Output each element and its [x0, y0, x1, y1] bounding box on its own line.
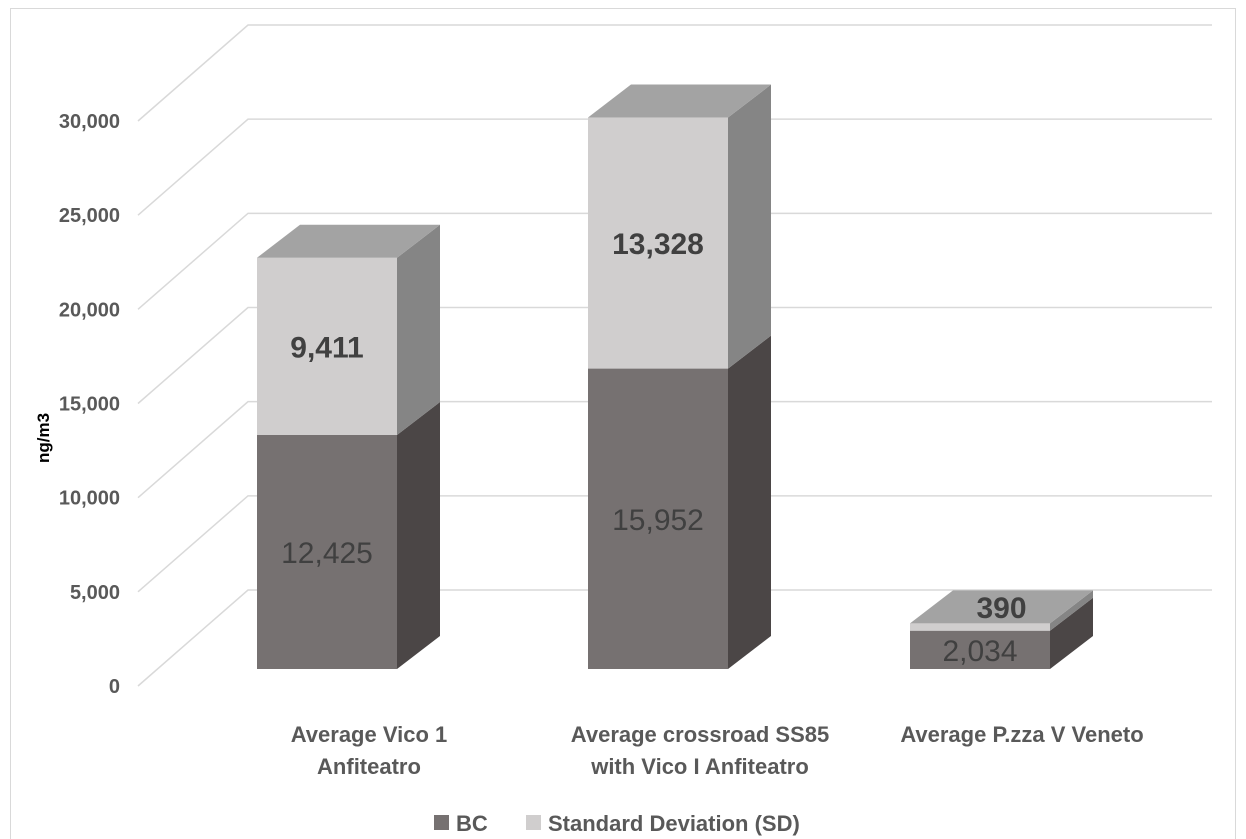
y-axis-title: ng/m3 [34, 413, 53, 463]
legend-label: BC [456, 811, 488, 836]
data-label-sd: 390 [976, 592, 1026, 625]
legend-swatch [434, 815, 449, 830]
y-tick-label: 5,000 [70, 582, 120, 604]
chart-frame [10, 8, 1236, 839]
data-label-bc: 15,952 [612, 504, 704, 537]
y-tick-label: 25,000 [59, 205, 120, 227]
y-tick-label: 20,000 [59, 299, 120, 321]
data-label-sd: 9,411 [290, 331, 363, 364]
data-labels: 12,425 9,411 15,952 13,328 2,034 390 [281, 228, 1026, 668]
bar-segment-bc [910, 597, 1093, 669]
bar-side-face [728, 335, 771, 669]
bar-segment-bc [257, 401, 440, 669]
x-category-label: Average Vico 1 Anfiteatro [291, 722, 448, 779]
bar-top-face [588, 84, 771, 118]
bar-segment-bc [588, 335, 771, 669]
bar-top-face [257, 224, 440, 258]
y-tick-label: 30,000 [59, 111, 120, 133]
y-axis-ticks: 0 5,000 10,000 15,000 20,000 25,000 30,000 [59, 111, 120, 698]
legend-swatch [526, 815, 541, 830]
gridline [137, 589, 1212, 687]
x-axis-categories: Average Vico 1 Anfiteatro Average crossroa… [291, 722, 1144, 779]
bar-side-face [1050, 597, 1093, 669]
bar-side-face [1050, 590, 1093, 631]
bar-top-face [910, 590, 1093, 624]
bar-segment-sd [588, 84, 771, 369]
y-tick-label: 0 [109, 676, 120, 698]
legend-item-sd: Standard Deviation (SD) [526, 811, 800, 836]
gridline [137, 118, 1212, 216]
legend-label: Standard Deviation (SD) [548, 811, 800, 836]
gridlines [137, 24, 1212, 687]
bar-front-face [910, 630, 1050, 669]
x-category-line: Average crossroad SS85 [571, 722, 829, 747]
data-label-bc: 2,034 [942, 635, 1017, 668]
bar-front-face [588, 117, 728, 369]
bar-side-face [397, 401, 440, 669]
bar-front-face [257, 257, 397, 435]
gridline [137, 212, 1212, 310]
gridline [137, 400, 1212, 499]
bar-segment-sd [257, 224, 440, 435]
x-category-label: Average crossroad SS85 with Vico I Anfite… [571, 722, 829, 779]
bar-segment-sd [910, 590, 1093, 631]
x-category-line: Average P.zza V Veneto [900, 722, 1143, 747]
bar-side-face [728, 84, 771, 369]
bar-side-face [397, 224, 440, 435]
x-category-line: Average Vico 1 [291, 722, 448, 747]
y-tick-label: 15,000 [59, 394, 120, 416]
y-tick-label: 10,000 [59, 488, 120, 510]
legend-item-bc: BC [434, 811, 488, 836]
bars [257, 84, 1093, 669]
gridline [137, 495, 1212, 593]
x-category-label: Average P.zza V Veneto [900, 722, 1143, 747]
bar-front-face [257, 434, 397, 669]
gridline [137, 306, 1212, 405]
gridline [137, 24, 1212, 122]
data-label-bc: 12,425 [281, 537, 373, 570]
bar-front-face [588, 368, 728, 669]
bar-front-face [910, 623, 1050, 631]
legend: BC Standard Deviation (SD) [434, 811, 800, 836]
data-label-sd: 13,328 [612, 228, 704, 261]
x-category-line: Anfiteatro [317, 754, 421, 779]
x-category-line: with Vico I Anfiteatro [590, 754, 809, 779]
